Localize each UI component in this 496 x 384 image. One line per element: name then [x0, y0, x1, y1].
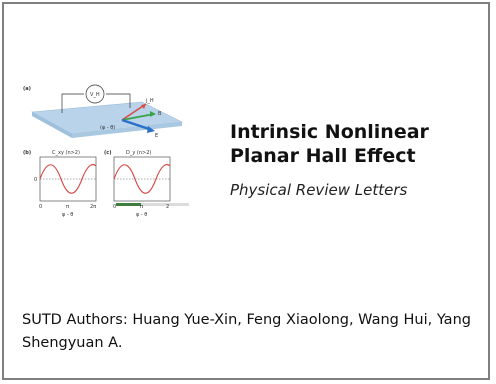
plate-side-front — [72, 122, 182, 138]
panel-b-xlabel: φ - θ — [62, 212, 73, 218]
vector-e-arrowhead — [147, 126, 155, 133]
vector-e-label: E — [155, 133, 158, 139]
vector-j-label: j_H — [145, 98, 154, 104]
vector-b-arrowhead — [150, 111, 156, 117]
paper-figure: (a) V_H (φ - θ) j_H B E (b) C_xy (n>2) 0… — [22, 82, 212, 232]
panel-c-xtick-0: 0 — [113, 204, 116, 210]
panel-c-gray-bar — [141, 203, 189, 206]
panel-b-xtick-1: π — [66, 204, 69, 210]
panel-c-label: (c) — [104, 150, 112, 156]
panel-c-xlabel: φ - θ — [136, 212, 147, 218]
author-list: SUTD Authors: Huang Yue-Xin, Feng Xiaolo… — [22, 312, 471, 351]
vector-b-label: B — [158, 111, 162, 117]
paper-title: Intrinsic Nonlinear Planar Hall Effect — [230, 121, 429, 167]
angle-label: (φ - θ) — [100, 125, 115, 131]
panel-b-xtick-0: 0 — [39, 204, 42, 210]
panel-b-title: C_xy (n>2) — [52, 150, 80, 156]
plate-side-left — [32, 112, 72, 138]
panel-c-curve — [113, 163, 171, 194]
vector-j-arrowhead — [141, 104, 146, 109]
journal-name: Physical Review Letters — [230, 181, 408, 199]
panel-b-xtick-2: 2π — [90, 204, 96, 210]
panel-c-xtick-1: π — [140, 204, 143, 210]
publication-card — [2, 2, 490, 380]
vector-j — [121, 103, 147, 121]
wire-right — [106, 93, 131, 108]
vector-e — [121, 118, 153, 132]
panel-a-label: (a) — [23, 86, 31, 92]
panel-b-ylabel: 0 — [34, 177, 37, 183]
panel-c-green-bar — [116, 203, 141, 206]
panel-b-label: (b) — [23, 150, 31, 156]
panel-b-curve — [39, 163, 97, 194]
voltmeter-label: V_H — [90, 92, 100, 98]
panel-c-xtick-2: 2 — [166, 204, 169, 210]
panel-c-title: D_y (n>2) — [126, 150, 151, 156]
wire-left — [61, 93, 84, 113]
vector-b — [121, 113, 155, 121]
voltmeter-icon — [85, 84, 105, 104]
